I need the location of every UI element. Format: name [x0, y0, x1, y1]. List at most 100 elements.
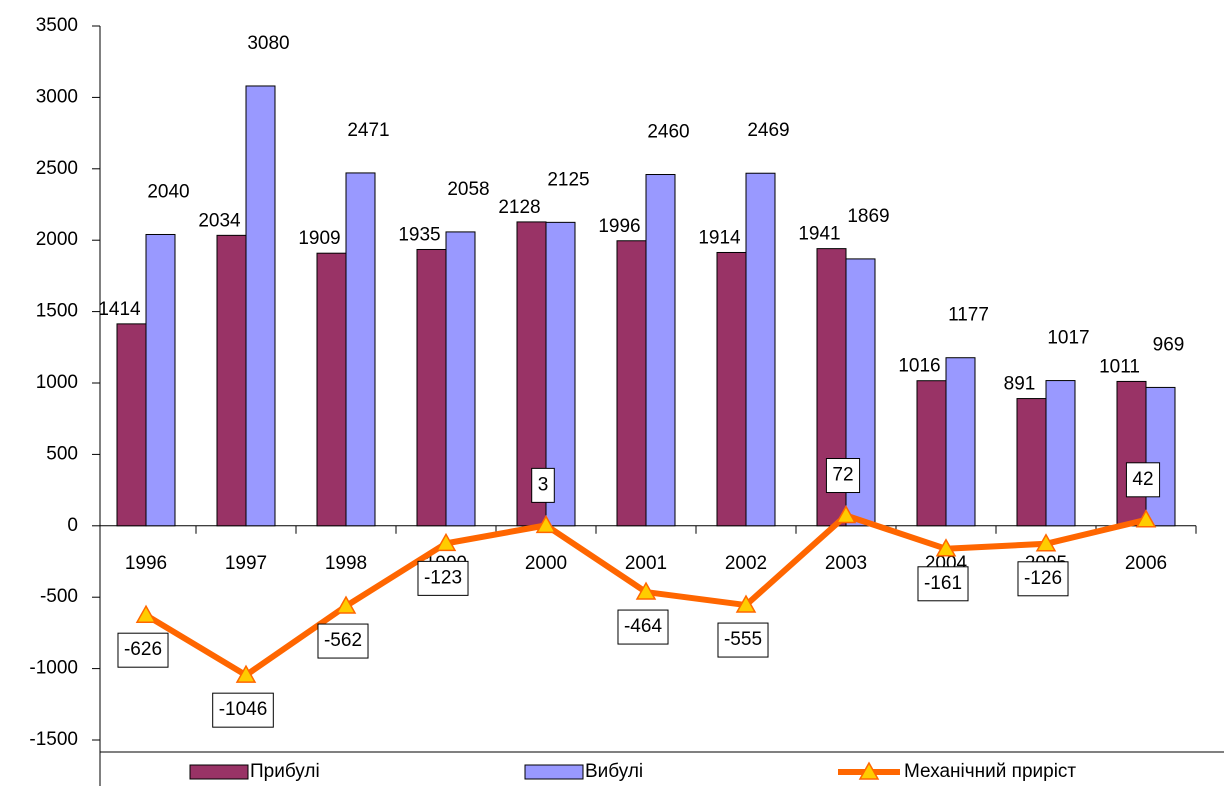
line-marker	[235, 664, 257, 683]
y-tick-label: 500	[46, 443, 78, 464]
data-label-box	[1017, 561, 1069, 597]
bar	[745, 172, 776, 527]
data-label: 72	[832, 465, 853, 486]
y-tick-label: 0	[67, 515, 78, 536]
line-marker	[835, 504, 857, 524]
data-label: -464	[624, 616, 662, 637]
y-tick-label: 3000	[36, 86, 78, 107]
line-marker	[535, 514, 557, 534]
data-label-box	[317, 623, 369, 659]
bar	[645, 174, 676, 527]
data-label-box	[417, 560, 469, 596]
data-label-box	[617, 609, 669, 645]
bar	[216, 234, 247, 527]
legend-swatch	[524, 764, 584, 780]
y-tick-label: 3500	[36, 15, 78, 36]
x-tick-label: 2000	[525, 553, 567, 574]
data-label: 969	[1153, 334, 1185, 355]
y-tick-label: 2500	[36, 158, 78, 179]
data-label-box	[825, 458, 861, 494]
bar	[316, 252, 347, 527]
data-label: -123	[424, 567, 462, 588]
y-tick-label: 2000	[36, 229, 78, 250]
data-label: 1941	[798, 224, 840, 245]
bar	[1116, 380, 1147, 527]
y-tick-label: -1000	[29, 658, 78, 679]
data-label: 2125	[547, 169, 589, 190]
data-label-box	[917, 566, 969, 602]
bar	[1045, 380, 1076, 527]
y-tick-label: -1500	[29, 729, 78, 750]
data-label: 1011	[1099, 356, 1140, 377]
y-tick-label: 1500	[36, 301, 78, 322]
data-label: 1914	[698, 227, 741, 248]
x-tick-label: 2002	[725, 553, 767, 574]
line-marker	[635, 581, 657, 600]
bar	[116, 323, 147, 527]
line-marker	[135, 604, 157, 623]
data-label-box	[717, 622, 769, 658]
data-label: -555	[724, 629, 762, 650]
data-label: 2471	[347, 120, 389, 141]
data-label: -562	[324, 630, 362, 651]
legend-swatch	[189, 764, 249, 780]
data-label: 2460	[647, 122, 689, 143]
data-label-box	[212, 692, 274, 728]
data-label-box	[531, 467, 555, 503]
bar	[145, 233, 176, 527]
x-tick-label: 1996	[125, 553, 167, 574]
legend-marker	[858, 761, 880, 780]
y-tick-label: -500	[40, 586, 78, 607]
bar	[945, 357, 976, 527]
line-marker	[1135, 509, 1157, 528]
bar	[1016, 398, 1047, 527]
data-label: -161	[924, 573, 962, 594]
data-label: -126	[1024, 568, 1062, 589]
data-label-box	[1125, 462, 1161, 498]
bar	[1145, 386, 1176, 527]
line-marker	[735, 594, 757, 613]
data-label: -626	[124, 639, 162, 660]
data-label: 891	[1004, 374, 1036, 395]
bar	[445, 231, 476, 527]
data-label: 1414	[98, 299, 141, 320]
legend-label: Вибулі	[585, 761, 643, 782]
data-label: -1046	[219, 699, 268, 720]
bar	[345, 172, 376, 527]
legend-box	[99, 751, 1224, 786]
y-tick-label: 1000	[36, 372, 78, 393]
bar	[616, 240, 647, 527]
data-label: 42	[1132, 469, 1153, 490]
data-label: 1869	[847, 206, 889, 227]
data-label: 2469	[747, 120, 789, 141]
legend-label: Механічний приріст	[904, 761, 1076, 782]
line-marker	[335, 595, 357, 614]
data-label: 1017	[1047, 328, 1089, 349]
x-tick-label: 1997	[225, 553, 267, 574]
x-tick-label: 2006	[1125, 553, 1167, 574]
data-label: 3	[538, 474, 549, 495]
data-label: 1177	[948, 305, 989, 326]
data-label: 1935	[398, 224, 440, 245]
line-marker	[435, 532, 457, 552]
data-label: 2058	[447, 179, 489, 200]
data-label: 2128	[498, 197, 540, 218]
x-tick-label: 2003	[825, 553, 867, 574]
data-label: 1016	[898, 356, 940, 377]
x-tick-label: 1998	[325, 553, 367, 574]
bar	[245, 85, 276, 527]
data-label-box	[117, 632, 169, 668]
data-label: 1909	[298, 228, 340, 249]
bar	[916, 380, 947, 527]
legend-label: Прибулі	[250, 761, 320, 782]
bar	[416, 248, 447, 527]
line-marker	[935, 538, 957, 557]
data-label: 2040	[147, 182, 189, 203]
data-label: 3080	[247, 33, 289, 54]
line-marker	[1035, 533, 1057, 552]
data-label: 1996	[598, 216, 640, 237]
x-tick-label: 2001	[625, 553, 667, 574]
data-label: 2034	[198, 210, 241, 231]
bar	[716, 251, 747, 527]
